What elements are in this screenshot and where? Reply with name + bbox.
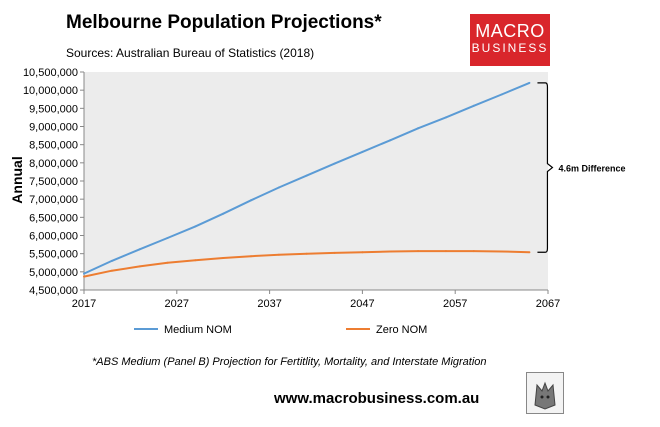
y-tick-label: 9,000,000 — [29, 122, 78, 134]
difference-label: 4.6m Difference — [558, 164, 625, 174]
data-point-medium-nom — [83, 272, 85, 275]
x-tick-label: 2057 — [443, 298, 467, 310]
y-tick-label: 5,500,000 — [29, 249, 78, 261]
wolf-icon — [534, 381, 556, 410]
y-tick-label: 8,500,000 — [29, 140, 78, 152]
legend-label-medium-nom: Medium NOM — [164, 324, 232, 336]
y-axis: 4,500,000 5,000,000 5,500,000 6,000,000 6,50… — [23, 67, 85, 297]
y-tick-label: 10,500,000 — [23, 67, 78, 79]
annotation-layer: 4.6m Difference — [537, 82, 625, 253]
data-point-medium-nom — [250, 199, 252, 202]
data-point-zero-nom — [194, 259, 197, 262]
data-point-medium-nom — [277, 186, 280, 189]
data-point-medium-nom — [194, 225, 197, 228]
y-tick-label: 8,000,000 — [29, 158, 78, 170]
data-point-zero-nom — [472, 250, 475, 253]
x-tick-label: 2027 — [165, 298, 189, 310]
data-point-medium-nom — [305, 174, 308, 177]
footnote: *ABS Medium (Panel B) Projection for Fer… — [92, 356, 487, 368]
data-point-medium-nom — [444, 116, 447, 119]
data-point-medium-nom — [472, 104, 475, 107]
y-tick-label: 9,500,000 — [29, 103, 78, 115]
data-point-medium-nom — [528, 81, 531, 84]
legend: Medium NOM Zero NOM — [134, 324, 427, 336]
data-point-medium-nom — [389, 139, 392, 142]
y-tick-label: 5,000,000 — [29, 267, 78, 279]
website-url: www.macrobusiness.com.au — [274, 390, 480, 407]
logo-line-1: MACRO — [475, 21, 545, 41]
data-point-medium-nom — [222, 212, 225, 215]
data-point-medium-nom — [138, 248, 141, 251]
difference-bracket — [537, 82, 554, 253]
data-point-zero-nom — [528, 251, 531, 254]
data-point-medium-nom — [166, 237, 169, 239]
data-point-zero-nom — [83, 275, 85, 278]
data-point-medium-nom — [110, 259, 113, 262]
legend-label-zero-nom: Zero NOM — [376, 324, 427, 336]
data-point-zero-nom — [166, 261, 169, 264]
y-tick-label: 7,500,000 — [29, 176, 78, 188]
logo-line-2: BUSINESS — [471, 41, 549, 55]
data-point-zero-nom — [222, 257, 225, 259]
wolf-emblem — [526, 372, 564, 414]
x-tick-label: 2047 — [350, 298, 374, 310]
data-point-zero-nom — [250, 255, 252, 258]
data-point-zero-nom — [138, 265, 141, 268]
y-tick-label: 4,500,000 — [29, 285, 78, 297]
data-point-zero-nom — [417, 250, 420, 253]
data-point-medium-nom — [361, 150, 364, 153]
data-point-zero-nom — [444, 250, 447, 253]
data-point-zero-nom — [500, 250, 503, 253]
y-tick-label: 6,500,000 — [29, 212, 78, 224]
data-point-zero-nom — [277, 253, 280, 256]
x-tick-label: 2037 — [257, 298, 281, 310]
y-tick-label: 10,000,000 — [23, 85, 78, 97]
data-point-zero-nom — [361, 251, 364, 254]
data-point-medium-nom — [333, 162, 336, 165]
chart-title: Melbourne Population Projections* — [66, 12, 382, 33]
data-point-medium-nom — [417, 127, 420, 130]
data-point-zero-nom — [110, 269, 113, 272]
y-tick-label: 6,000,000 — [29, 231, 78, 243]
y-tick-label: 7,000,000 — [29, 194, 78, 206]
macrobusiness-logo: MACRO BUSINESS — [470, 14, 550, 66]
x-tick-label: 2017 — [72, 298, 96, 310]
population-chart: 4,500,000 5,000,000 5,500,000 6,000,000 6,50… — [9, 67, 625, 336]
chart-subtitle: Sources: Australian Bureau of Statistics… — [66, 46, 315, 60]
x-tick-label: 2067 — [536, 298, 560, 310]
data-point-zero-nom — [305, 252, 308, 255]
y-axis-label: Annual — [9, 156, 25, 203]
series-layer — [83, 81, 531, 278]
data-point-zero-nom — [389, 250, 392, 253]
data-point-zero-nom — [333, 251, 336, 254]
x-axis: 2017 2027 2037 2047 2057 2067 — [72, 289, 560, 310]
data-point-medium-nom — [500, 93, 503, 96]
